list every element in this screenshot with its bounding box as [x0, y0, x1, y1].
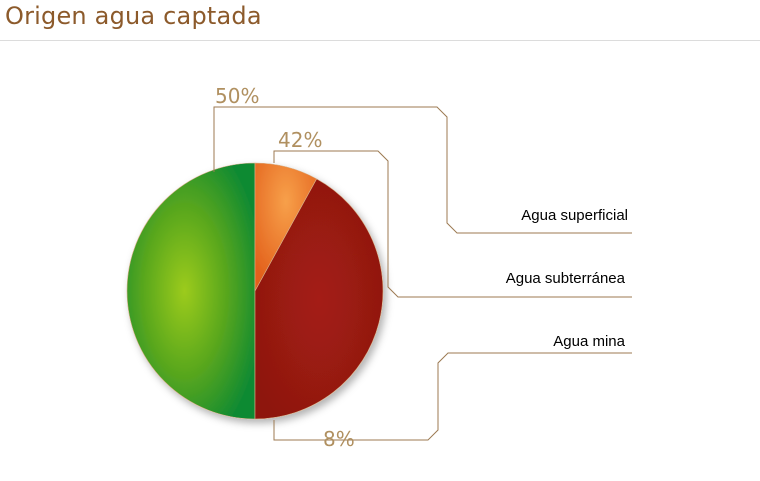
- data-label-agua-superficial: 50%: [215, 84, 259, 108]
- page-title: Origen agua captada: [5, 2, 262, 30]
- title-divider: [0, 40, 760, 41]
- legend-label-agua-subterranea: Agua subterránea: [506, 270, 626, 287]
- pie-slice-agua-subterranea: [254, 178, 384, 420]
- leader-line-agua-subterranea: [273, 150, 632, 298]
- leader-line-agua-superficial: [213, 106, 632, 234]
- data-label-agua-subterranea: 42%: [278, 128, 322, 152]
- legend-label-agua-superficial: Agua superficial: [521, 207, 628, 224]
- legend-label-agua-mina: Agua mina: [553, 333, 625, 350]
- data-label-agua-mina: 8%: [323, 427, 355, 451]
- pie-slice-agua-superficial: [126, 162, 256, 420]
- leader-line-agua-mina: [273, 352, 632, 441]
